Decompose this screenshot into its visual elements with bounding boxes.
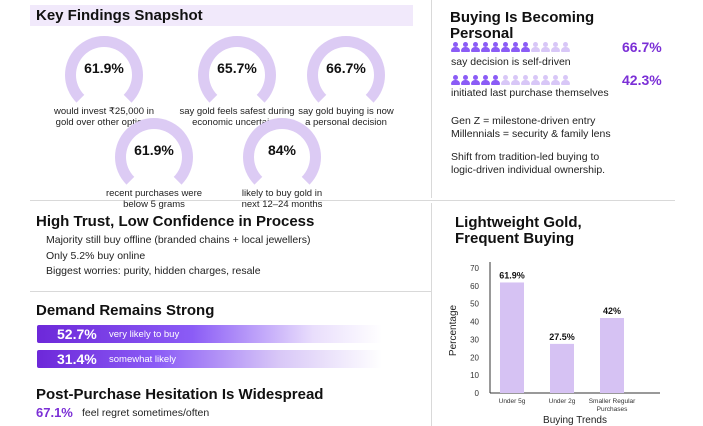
bar xyxy=(600,318,624,393)
person-icon xyxy=(521,75,530,85)
lightweight-title-line-2: Frequent Buying xyxy=(455,230,575,247)
buying-trends-chart: 0 10 20 30 40 50 60 70 Percentage 61.9% 27.5% 42% Un… xyxy=(448,262,660,426)
lightweight-title-line-1: Lightweight Gold, xyxy=(455,214,582,231)
demand-value: 52.7% xyxy=(57,326,97,342)
y-tick-label: 40 xyxy=(470,318,479,327)
bar xyxy=(500,282,524,393)
y-tick-label: 60 xyxy=(470,282,479,291)
bar-data-label: 61.9% xyxy=(499,270,525,280)
person-icon xyxy=(511,42,520,52)
person-icon xyxy=(511,75,520,85)
person-icon xyxy=(561,42,570,52)
gauge-arc: 61.9% xyxy=(115,118,193,196)
key-findings-banner xyxy=(30,5,413,26)
hesitation-value: 67.1% xyxy=(36,405,73,420)
demand-bar-somewhat-likely: 31.4% somewhat likely xyxy=(37,350,382,368)
personal-note: Shift from tradition-led buying to xyxy=(451,151,600,163)
x-tick-label: Smaller Regular xyxy=(589,398,636,405)
person-icon xyxy=(531,42,540,52)
y-tick-label: 20 xyxy=(470,353,479,362)
trust-line: Only 5.2% buy online xyxy=(46,250,146,262)
divider-left-lower xyxy=(30,291,431,292)
y-axis-label: Percentage xyxy=(448,304,459,356)
bar-data-label: 42% xyxy=(603,306,621,316)
initiated-label: initiated last purchase themselves xyxy=(451,87,609,99)
person-icon xyxy=(561,75,570,85)
person-icon xyxy=(471,75,480,85)
initiated-percent: 42.3% xyxy=(622,72,662,88)
divider-right-mid xyxy=(431,200,675,201)
stat-card: 66.7% say gold buying is now a personal d… xyxy=(284,36,408,128)
person-icon xyxy=(471,42,480,52)
x-tick-label: Under 2g xyxy=(549,398,576,405)
person-icon xyxy=(541,42,550,52)
personal-note: Millennials = security & family lens xyxy=(451,128,611,140)
bar-data-label: 27.5% xyxy=(549,332,575,342)
people-row-initiated xyxy=(451,75,570,85)
x-axis-label: Buying Trends xyxy=(543,415,607,426)
person-icon xyxy=(481,75,490,85)
stat-card: 65.7% say gold feels safest during econom… xyxy=(172,36,302,128)
y-tick-label: 10 xyxy=(470,371,479,380)
key-findings-title: Key Findings Snapshot xyxy=(36,7,203,24)
trust-title: High Trust, Low Confidence in Process xyxy=(36,213,315,230)
person-icon xyxy=(501,42,510,52)
x-tick-label: Under 5g xyxy=(499,398,526,405)
person-icon xyxy=(481,42,490,52)
person-icon xyxy=(451,75,460,85)
x-tick-label: Purchases xyxy=(597,406,628,413)
trust-line: Majority still buy offline (branded chai… xyxy=(46,234,311,246)
gauge-arc: 66.7% xyxy=(307,36,385,114)
person-icon xyxy=(551,75,560,85)
y-tick-label: 70 xyxy=(470,264,479,273)
person-icon xyxy=(521,42,530,52)
demand-bar-very-likely: 52.7% very likely to buy xyxy=(37,325,382,343)
y-tick-label: 50 xyxy=(470,300,479,309)
personal-title-line-2: Personal xyxy=(450,25,514,42)
divider-vertical-bottom xyxy=(431,203,432,426)
person-icon xyxy=(451,42,460,52)
y-tick-label: 0 xyxy=(475,389,480,398)
demand-title: Demand Remains Strong xyxy=(36,302,215,319)
stat-value: 61.9% xyxy=(134,142,174,158)
gauge-arc: 65.7% xyxy=(198,36,276,114)
stat-value: 61.9% xyxy=(84,60,124,76)
demand-label: somewhat likely xyxy=(109,354,177,365)
people-row-self-driven xyxy=(451,42,570,52)
person-icon xyxy=(531,75,540,85)
divider-left-mid xyxy=(30,200,431,201)
bar xyxy=(550,343,574,393)
hesitation-title: Post-Purchase Hesitation Is Widespread xyxy=(36,386,324,403)
person-icon xyxy=(501,75,510,85)
person-icon xyxy=(551,42,560,52)
person-icon xyxy=(461,42,470,52)
self-driven-label: say decision is self-driven xyxy=(451,56,571,68)
person-icon xyxy=(491,75,500,85)
personal-note: logic-driven individual ownership. xyxy=(451,164,606,176)
stat-card: 84% likely to buy gold in next 12–24 mont… xyxy=(222,118,342,210)
person-icon xyxy=(461,75,470,85)
person-icon xyxy=(541,75,550,85)
stat-card: 61.9% recent purchases were below 5 grams xyxy=(94,118,214,210)
divider-vertical-top xyxy=(431,0,432,198)
person-icon xyxy=(491,42,500,52)
personal-note: Gen Z = milestone-driven entry xyxy=(451,115,596,127)
self-driven-percent: 66.7% xyxy=(622,39,662,55)
trust-line: Biggest worries: purity, hidden charges,… xyxy=(46,265,261,277)
gauge-arc: 84% xyxy=(243,118,321,196)
gauge-arc: 61.9% xyxy=(65,36,143,114)
stat-card: 61.9% would invest ₹25,000 in gold over o… xyxy=(44,36,164,128)
stat-value: 65.7% xyxy=(217,60,257,76)
stat-value: 84% xyxy=(267,142,297,158)
hesitation-label: feel regret sometimes/often xyxy=(82,407,210,419)
stat-value: 66.7% xyxy=(326,60,366,76)
y-tick-label: 30 xyxy=(470,335,479,344)
demand-value: 31.4% xyxy=(57,351,97,367)
personal-title-line-1: Buying Is Becoming xyxy=(450,9,595,26)
demand-label: very likely to buy xyxy=(109,329,180,340)
